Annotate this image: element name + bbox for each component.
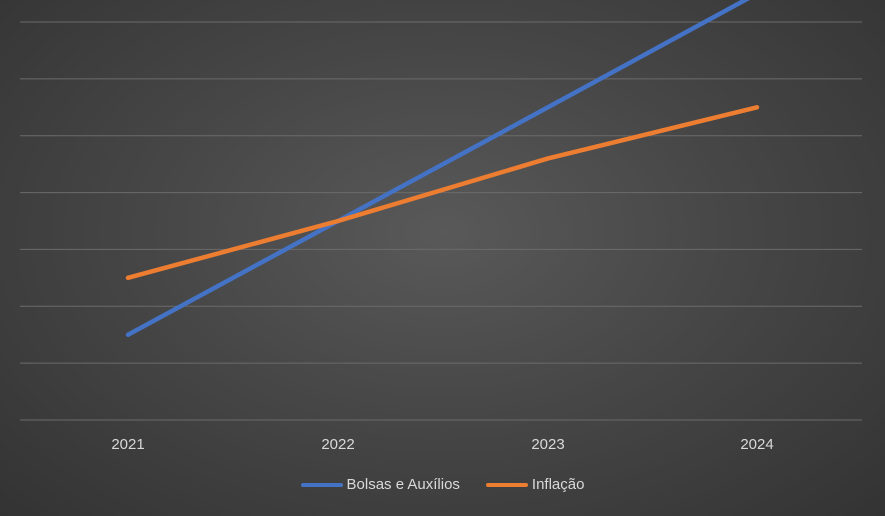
legend: Bolsas e Auxílios Inflação	[0, 476, 885, 493]
series-line-1	[125, 105, 760, 281]
x-tick-label: 2021	[111, 436, 144, 453]
series-line-0	[125, 0, 750, 337]
legend-label-inflacao: Inflação	[531, 476, 585, 493]
line-chart: 2021 2022 2023 2024	[20, 0, 862, 453]
legend-swatch-bolsas	[300, 482, 343, 487]
legend-item-bolsas: Bolsas e Auxílios	[300, 476, 460, 493]
x-tick-label: 2023	[531, 436, 564, 453]
series-lines	[125, 0, 760, 337]
x-tick-label: 2024	[740, 436, 773, 453]
gridlines	[20, 21, 862, 421]
legend-swatch-inflacao	[485, 482, 528, 487]
legend-item-inflacao: Inflação	[485, 476, 585, 493]
x-tick-label: 2022	[321, 436, 354, 453]
x-axis-ticks: 2021 2022 2023 2024	[111, 436, 773, 453]
legend-label-bolsas: Bolsas e Auxílios	[346, 476, 460, 493]
